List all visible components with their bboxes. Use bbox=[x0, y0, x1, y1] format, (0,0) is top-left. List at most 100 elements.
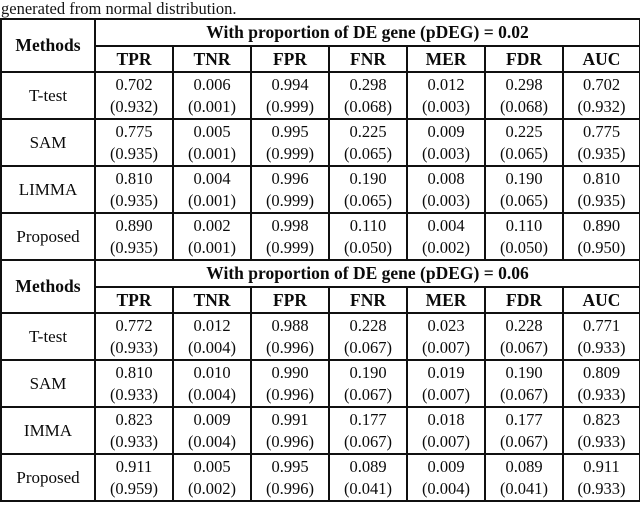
value-main: 0.190 bbox=[505, 362, 543, 382]
method-name: Proposed bbox=[0, 212, 96, 261]
column-header-mer: MER bbox=[406, 45, 486, 73]
value-cell: 0.823 (0.933) bbox=[562, 406, 640, 455]
value-paren: (0.067) bbox=[499, 431, 549, 451]
column-header-fdr: FDR bbox=[484, 45, 564, 73]
column-header-fdr: FDR bbox=[484, 286, 564, 314]
method-name: IMMA bbox=[0, 406, 96, 455]
table-row: T-test 0.702 (0.932) 0.006 (0.001) 0.994 (0.99… bbox=[0, 71, 640, 120]
value-cell: 0.012 (0.003) bbox=[406, 71, 486, 120]
value-paren: (0.950) bbox=[577, 237, 626, 257]
value-paren: (0.003) bbox=[421, 190, 471, 210]
column-header-tpr: TPR bbox=[94, 286, 174, 314]
value-cell: 0.994 (0.999) bbox=[250, 71, 330, 120]
column-header-fnr: FNR bbox=[328, 286, 408, 314]
value-cell: 0.177 (0.067) bbox=[484, 406, 564, 455]
value-main: 0.018 bbox=[427, 409, 465, 429]
value-cell: 0.190 (0.067) bbox=[328, 359, 408, 408]
value-paren: (0.004) bbox=[187, 431, 237, 451]
value-paren: (0.001) bbox=[187, 96, 237, 116]
value-cell: 0.996 (0.999) bbox=[250, 165, 330, 214]
value-cell: 0.991 (0.996) bbox=[250, 406, 330, 455]
table-row: Proposed 0.890 (0.935) 0.002 (0.001) 0.998 (0.… bbox=[0, 212, 640, 261]
value-cell: 0.988 (0.996) bbox=[250, 312, 330, 361]
value-cell: 0.911 (0.959) bbox=[94, 453, 174, 502]
value-paren: (0.067) bbox=[343, 431, 393, 451]
value-main: 0.810 bbox=[582, 168, 621, 188]
value-main: 0.010 bbox=[193, 362, 231, 382]
value-cell: 0.004 (0.001) bbox=[172, 165, 252, 214]
value-paren: (0.001) bbox=[187, 143, 237, 163]
value-paren: (0.999) bbox=[265, 96, 315, 116]
value-main: 0.012 bbox=[427, 74, 465, 94]
section-header-row: Methods With proportion of DE gene (pDEG)… bbox=[0, 18, 640, 73]
method-name: SAM bbox=[0, 118, 96, 167]
value-paren: (0.004) bbox=[187, 384, 237, 404]
value-cell: 0.004 (0.002) bbox=[406, 212, 486, 261]
value-main: 0.995 bbox=[271, 121, 309, 141]
value-cell: 0.110 (0.050) bbox=[328, 212, 408, 261]
value-main: 0.890 bbox=[582, 215, 621, 235]
value-paren: (0.067) bbox=[343, 384, 393, 404]
value-paren: (0.933) bbox=[577, 431, 626, 451]
column-header-tnr: TNR bbox=[172, 286, 252, 314]
value-cell: 0.298 (0.068) bbox=[328, 71, 408, 120]
value-cell: 0.890 (0.950) bbox=[562, 212, 640, 261]
value-main: 0.810 bbox=[115, 362, 153, 382]
method-name: SAM bbox=[0, 359, 96, 408]
value-cell: 0.009 (0.004) bbox=[172, 406, 252, 455]
section-header-row: Methods With proportion of DE gene (pDEG)… bbox=[0, 259, 640, 314]
value-cell: 0.771 (0.933) bbox=[562, 312, 640, 361]
value-main: 0.298 bbox=[505, 74, 543, 94]
value-paren: (0.065) bbox=[343, 190, 393, 210]
value-main: 0.994 bbox=[271, 74, 309, 94]
value-main: 0.890 bbox=[115, 215, 153, 235]
value-main: 0.991 bbox=[271, 409, 309, 429]
value-paren: (0.041) bbox=[343, 478, 393, 498]
value-paren: (0.004) bbox=[421, 478, 471, 498]
value-main: 0.005 bbox=[193, 121, 231, 141]
method-name: LIMMA bbox=[0, 165, 96, 214]
table-row: Proposed 0.911 (0.959) 0.005 (0.002) 0.995 (0.… bbox=[0, 453, 640, 502]
section-title: With proportion of DE gene (pDEG) = 0.06 bbox=[94, 259, 640, 288]
value-main: 0.004 bbox=[427, 215, 465, 235]
value-paren: (0.007) bbox=[421, 337, 471, 357]
value-paren: (0.999) bbox=[265, 237, 315, 257]
value-paren: (0.933) bbox=[109, 431, 159, 451]
column-header-tnr: TNR bbox=[172, 45, 252, 73]
value-cell: 0.012 (0.004) bbox=[172, 312, 252, 361]
value-paren: (0.050) bbox=[343, 237, 393, 257]
method-name: T-test bbox=[0, 312, 96, 361]
value-main: 0.110 bbox=[349, 215, 387, 235]
value-paren: (0.933) bbox=[577, 478, 626, 498]
column-header-fpr: FPR bbox=[250, 45, 330, 73]
value-main: 0.772 bbox=[115, 315, 153, 335]
value-main: 0.008 bbox=[427, 168, 465, 188]
value-paren: (0.065) bbox=[499, 143, 549, 163]
value-paren: (0.065) bbox=[343, 143, 393, 163]
value-cell: 0.002 (0.001) bbox=[172, 212, 252, 261]
value-main: 0.995 bbox=[271, 456, 309, 476]
value-paren: (0.999) bbox=[265, 143, 315, 163]
value-main: 0.190 bbox=[349, 168, 387, 188]
value-main: 0.089 bbox=[505, 456, 543, 476]
value-paren: (0.932) bbox=[577, 96, 626, 116]
value-main: 0.823 bbox=[582, 409, 621, 429]
value-cell: 0.809 (0.933) bbox=[562, 359, 640, 408]
results-table: Methods With proportion of DE gene (pDEG)… bbox=[0, 18, 640, 502]
value-cell: 0.995 (0.996) bbox=[250, 453, 330, 502]
value-cell: 0.005 (0.002) bbox=[172, 453, 252, 502]
value-cell: 0.990 (0.996) bbox=[250, 359, 330, 408]
value-paren: (0.959) bbox=[109, 478, 159, 498]
value-main: 0.190 bbox=[349, 362, 387, 382]
value-cell: 0.823 (0.933) bbox=[94, 406, 174, 455]
value-paren: (0.932) bbox=[109, 96, 159, 116]
value-paren: (0.996) bbox=[265, 431, 315, 451]
value-paren: (0.933) bbox=[109, 384, 159, 404]
column-header-row: TPR TNR FPR FNR MER FDR AUC bbox=[1, 45, 640, 73]
value-main: 0.177 bbox=[349, 409, 387, 429]
value-main: 0.911 bbox=[115, 456, 153, 476]
value-main: 0.775 bbox=[115, 121, 153, 141]
value-cell: 0.089 (0.041) bbox=[484, 453, 564, 502]
value-main: 0.004 bbox=[193, 168, 231, 188]
